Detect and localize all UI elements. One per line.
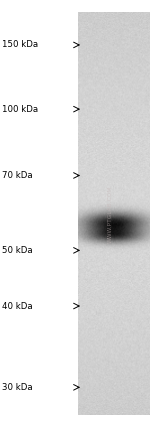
Text: 30 kDa: 30 kDa xyxy=(2,383,32,392)
Text: 150 kDa: 150 kDa xyxy=(2,40,38,50)
Text: 50 kDa: 50 kDa xyxy=(2,246,32,255)
Text: 70 kDa: 70 kDa xyxy=(2,171,32,180)
Text: 40 kDa: 40 kDa xyxy=(2,301,32,311)
Text: 100 kDa: 100 kDa xyxy=(2,104,38,114)
Text: WWW.PTGLAB.COM: WWW.PTGLAB.COM xyxy=(108,185,113,243)
